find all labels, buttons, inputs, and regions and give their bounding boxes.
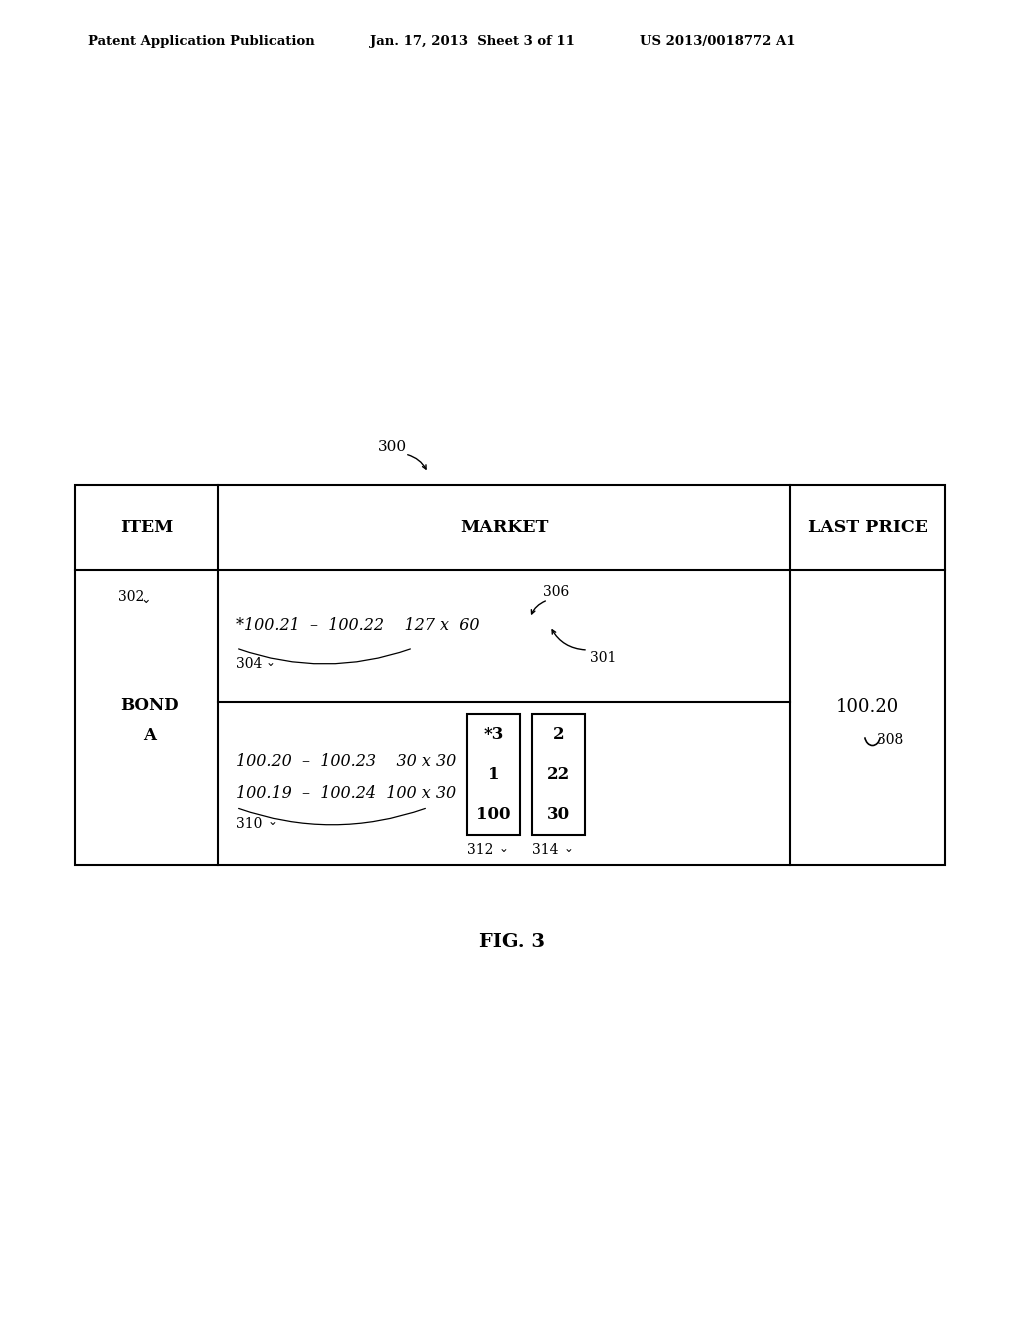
- Text: ⌄: ⌄: [266, 656, 275, 668]
- Text: 310: 310: [236, 817, 262, 830]
- Text: ⌄: ⌄: [140, 593, 151, 606]
- Text: FIG. 3: FIG. 3: [479, 933, 545, 950]
- Text: MARKET: MARKET: [460, 519, 548, 536]
- Text: 100: 100: [476, 807, 511, 824]
- Text: Jan. 17, 2013  Sheet 3 of 11: Jan. 17, 2013 Sheet 3 of 11: [370, 36, 574, 49]
- Text: ITEM: ITEM: [120, 519, 173, 536]
- Text: 22: 22: [547, 766, 570, 783]
- Text: 30: 30: [547, 807, 570, 824]
- FancyArrowPatch shape: [408, 454, 426, 469]
- Text: 302: 302: [118, 590, 144, 605]
- Text: 312: 312: [467, 843, 494, 857]
- Text: ⌄: ⌄: [564, 842, 573, 855]
- Text: 314: 314: [532, 843, 558, 857]
- Bar: [75, 484, 945, 865]
- Text: 100.19  –  100.24  100 x 30: 100.19 – 100.24 100 x 30: [236, 785, 456, 803]
- FancyArrowPatch shape: [552, 630, 586, 649]
- Text: A: A: [143, 727, 156, 744]
- Text: ⌄: ⌄: [499, 842, 509, 855]
- Text: 100.20: 100.20: [836, 698, 899, 717]
- Text: 100.20  –  100.23    30 x 30: 100.20 – 100.23 30 x 30: [236, 752, 457, 770]
- Text: ⌄: ⌄: [268, 814, 278, 828]
- Text: *100.21  –  100.22    127 x  60: *100.21 – 100.22 127 x 60: [236, 618, 479, 635]
- Text: 2: 2: [553, 726, 564, 743]
- Text: Patent Application Publication: Patent Application Publication: [88, 36, 314, 49]
- Text: BOND: BOND: [120, 697, 179, 714]
- Bar: [467, 714, 520, 836]
- Text: 306: 306: [543, 585, 569, 599]
- Text: 300: 300: [378, 440, 408, 454]
- Text: 1: 1: [487, 766, 500, 783]
- Text: 308: 308: [878, 733, 904, 747]
- Text: *3: *3: [483, 726, 504, 743]
- FancyArrowPatch shape: [531, 601, 546, 614]
- Bar: [532, 714, 585, 836]
- Text: LAST PRICE: LAST PRICE: [808, 519, 928, 536]
- Text: 301: 301: [590, 651, 616, 665]
- Text: US 2013/0018772 A1: US 2013/0018772 A1: [640, 36, 796, 49]
- Text: 304: 304: [236, 657, 262, 671]
